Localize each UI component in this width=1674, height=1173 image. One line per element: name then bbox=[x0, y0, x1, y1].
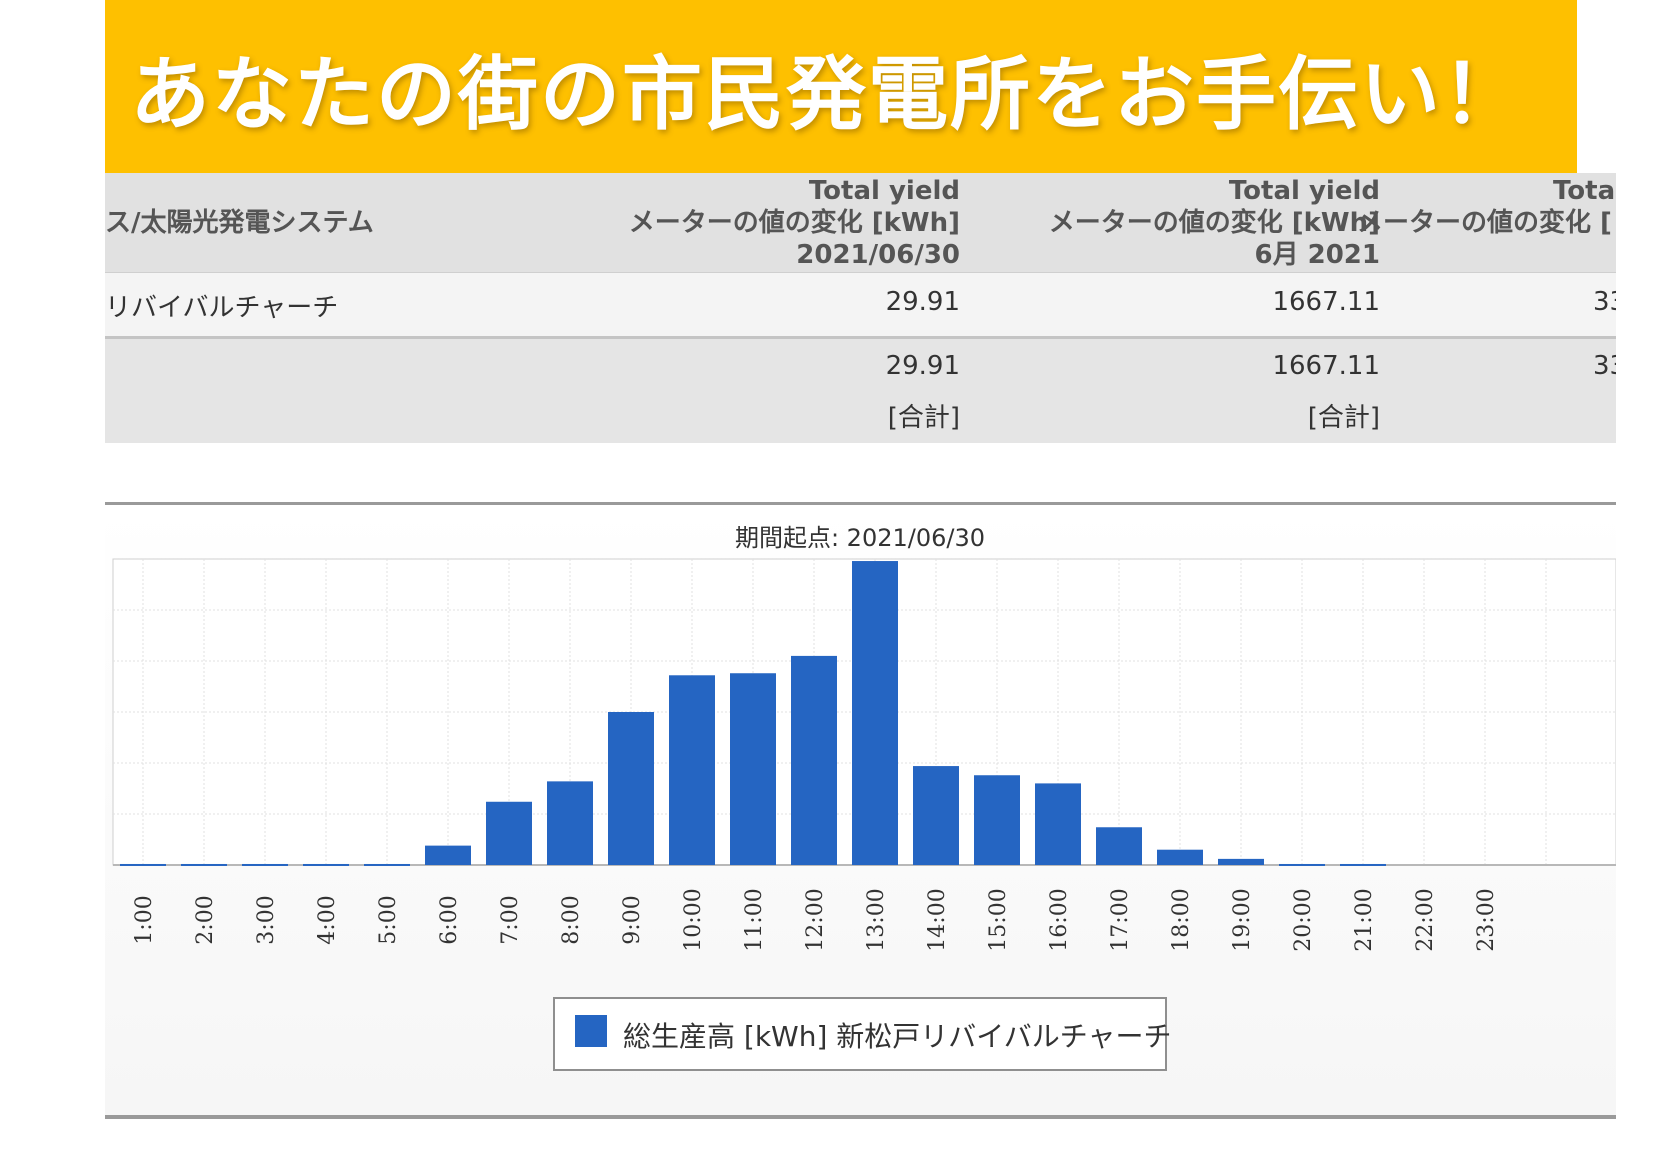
x-tick-label: 17:00 bbox=[1108, 888, 1133, 951]
title-banner bbox=[105, 0, 1577, 173]
x-tick-label: 20:00 bbox=[1291, 888, 1316, 951]
header-line: 2021/06/30 bbox=[796, 240, 960, 270]
bar bbox=[364, 863, 410, 866]
header-line: メーターの値の変化 [kWh] bbox=[628, 208, 960, 238]
x-tick-label: 1:00 bbox=[132, 895, 157, 944]
x-tick-label: 4:00 bbox=[315, 895, 340, 944]
x-tick-label: 21:00 bbox=[1352, 888, 1377, 951]
x-tick-label: 12:00 bbox=[803, 888, 828, 951]
legend-swatch bbox=[575, 1015, 607, 1047]
bar bbox=[791, 655, 837, 865]
x-tick-label: 15:00 bbox=[986, 888, 1011, 951]
chart-svg: 期間起点: 2021/06/30 1:00 2:00 3:00 4:00 5:00 6:00… bbox=[112, 524, 1616, 952]
bar bbox=[303, 863, 349, 866]
header-line: Total yield bbox=[808, 176, 960, 206]
x-tick-label: 3:00 bbox=[254, 895, 279, 944]
chart-title: 期間起点: 2021/06/30 bbox=[735, 524, 985, 552]
bar bbox=[1340, 863, 1386, 866]
header-daily-yield: Total yield メーターの値の変化 [kWh] 2021/06/30 bbox=[485, 175, 960, 271]
table-header-row: ス/太陽光発電システム Total yield メーターの値の変化 [kWh] … bbox=[105, 173, 1616, 272]
x-tick-label: 2:00 bbox=[193, 895, 218, 944]
x-tick-label: 13:00 bbox=[864, 888, 889, 951]
header-system: ス/太陽光発電システム bbox=[105, 207, 374, 239]
x-tick-label: 18:00 bbox=[1169, 888, 1194, 951]
x-tick-label: 16:00 bbox=[1047, 888, 1072, 951]
x-tick-label: 11:00 bbox=[742, 888, 767, 951]
bar bbox=[120, 863, 166, 866]
banner-title: あなたの街の市民発電所をお手伝い！ bbox=[130, 48, 1524, 141]
bar bbox=[913, 766, 959, 865]
header-line: Total bbox=[1553, 176, 1616, 206]
header-line: メーターの値の変化 [ bbox=[1357, 208, 1612, 238]
system-name-cell: リバイバルチャーチ bbox=[105, 293, 339, 323]
header-line: メーターの値の変化 [kWh] bbox=[1048, 208, 1380, 238]
monthly-yield-cell: 1667.11 bbox=[1272, 287, 1380, 317]
x-tick-label: 7:00 bbox=[498, 895, 523, 944]
legend-label: 総生産高 [kWh] 新松戸リバイバルチャーチ bbox=[623, 1020, 1172, 1053]
daily-yield-cell: 29.91 bbox=[885, 287, 960, 317]
header-monthly-yield: Total yield メーターの値の変化 [kWh] 6月 2021 bbox=[905, 175, 1380, 271]
daily-sum-note: [合計] bbox=[887, 403, 960, 433]
x-tick-label: 22:00 bbox=[1413, 888, 1438, 951]
total-total-cell: 33 bbox=[1593, 351, 1616, 381]
bar bbox=[242, 863, 288, 866]
daily-total-cell: 29.91 bbox=[885, 351, 960, 381]
yield-table: ス/太陽光発電システム Total yield メーターの値の変化 [kWh] … bbox=[105, 173, 1616, 443]
x-tick-label: 10:00 bbox=[681, 888, 706, 951]
monthly-total-cell: 1667.11 bbox=[1272, 351, 1380, 381]
x-tick-label: 23:00 bbox=[1474, 888, 1499, 951]
bar bbox=[1218, 858, 1264, 865]
table-total-row: 29.91 1667.11 33 [合計] [合計] bbox=[105, 336, 1616, 443]
header-system-label: ス/太陽光発電システム bbox=[105, 208, 374, 238]
total-yield-cell: 33 bbox=[1593, 287, 1616, 317]
x-tick-label: 8:00 bbox=[559, 895, 584, 944]
bar bbox=[547, 781, 593, 865]
bar bbox=[1096, 827, 1142, 865]
bar bbox=[730, 673, 776, 865]
bar bbox=[1035, 783, 1081, 865]
header-line: Total yield bbox=[1228, 176, 1380, 206]
bar bbox=[608, 712, 654, 865]
bar bbox=[486, 801, 532, 865]
header-total-yield: Total メーターの値の変化 [ bbox=[1357, 175, 1616, 239]
bar bbox=[181, 863, 227, 866]
x-tick-label: 9:00 bbox=[620, 895, 645, 944]
x-tick-label: 19:00 bbox=[1230, 888, 1255, 951]
bar bbox=[425, 845, 471, 865]
x-tick-label: 6:00 bbox=[437, 895, 462, 944]
header-line: 6月 2021 bbox=[1254, 240, 1380, 270]
bar bbox=[669, 675, 715, 865]
bar bbox=[1157, 849, 1203, 865]
x-tick-label: 5:00 bbox=[376, 895, 401, 944]
hourly-yield-chart: 期間起点: 2021/06/30 1:00 2:00 3:00 4:00 5:00 6:00… bbox=[105, 502, 1616, 1119]
chart-legend: 総生産高 [kWh] 新松戸リバイバルチャーチ bbox=[553, 997, 1171, 1071]
bar bbox=[1279, 863, 1325, 866]
bar bbox=[852, 561, 898, 865]
bar bbox=[974, 775, 1020, 865]
table-row: リバイバルチャーチ 29.91 1667.11 33 bbox=[105, 272, 1616, 337]
monthly-sum-note: [合計] bbox=[1307, 403, 1380, 433]
x-tick-label: 14:00 bbox=[925, 888, 950, 951]
